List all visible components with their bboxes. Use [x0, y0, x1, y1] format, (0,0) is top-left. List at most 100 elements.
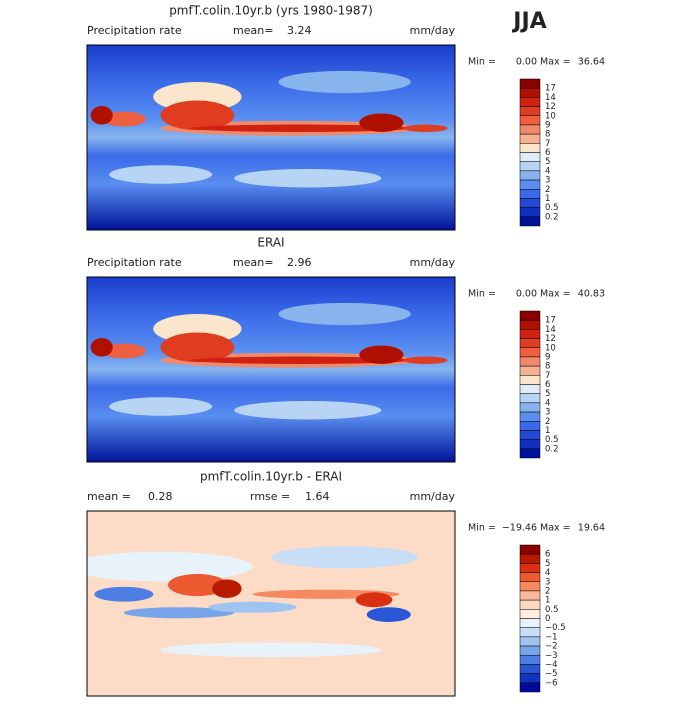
colorbar-label: 17 — [545, 84, 556, 94]
colorbar-box — [519, 448, 541, 459]
colorbar-box — [519, 319, 541, 330]
colorbar-box — [519, 618, 541, 628]
colorbar-box — [519, 645, 541, 656]
map-feature — [167, 573, 227, 597]
panel-title: pmfT.colin.10yr.b - ERAI — [200, 470, 342, 484]
colorbar-box — [519, 609, 541, 619]
colorbar-box — [519, 365, 541, 376]
colorbar-label: −6 — [545, 678, 558, 688]
map-feature — [403, 356, 448, 364]
colorbar-box — [519, 544, 541, 555]
rmse-label: rmse = — [250, 490, 290, 503]
colorbar-box — [519, 356, 541, 367]
colorbar-label: 2 — [545, 586, 550, 596]
max-value: 36.64 — [578, 57, 605, 68]
map — [87, 511, 455, 696]
colorbar-label: 0.2 — [545, 444, 559, 454]
colorbar-box — [519, 170, 541, 181]
colorbar-box — [519, 347, 541, 358]
map-feature — [190, 356, 411, 364]
colorbar-label: 6 — [545, 148, 550, 158]
map-background — [87, 277, 455, 462]
min-label: Min = — [468, 57, 496, 68]
mean-value: 2.96 — [287, 256, 312, 269]
colorbar-box — [519, 421, 541, 431]
colorbar-label: −5 — [545, 669, 558, 679]
map-feature — [359, 113, 404, 132]
colorbar-box — [519, 179, 541, 190]
colorbar-label: 5 — [545, 559, 550, 569]
map-feature — [101, 111, 146, 127]
variable-label: Precipitation rate — [87, 256, 182, 269]
colorbar-label: 5 — [545, 389, 550, 399]
map-frame — [86, 510, 456, 697]
min-label: Min = — [468, 523, 496, 534]
colorbar-box — [519, 115, 541, 126]
colorbar-label: 2 — [545, 417, 550, 427]
min-value: 0.00 — [516, 57, 537, 68]
colorbar-box — [519, 87, 541, 98]
colorbar-box — [519, 673, 541, 684]
mean-value: 3.24 — [287, 24, 312, 37]
map-feature — [87, 551, 253, 582]
colorbar-box — [519, 590, 541, 601]
colorbar-label: 6 — [545, 550, 550, 560]
colorbar-label: 12 — [545, 102, 556, 112]
map-feature — [271, 546, 419, 569]
colorbar-box — [519, 384, 541, 394]
min-value: −19.46 — [502, 523, 537, 534]
map-feature — [208, 601, 297, 613]
season-title: JJA — [511, 9, 546, 34]
map-feature — [90, 338, 113, 357]
colorbar-box — [519, 106, 541, 116]
map-feature — [101, 343, 146, 359]
map-frame — [86, 276, 456, 463]
colorbar-box — [519, 581, 541, 592]
colorbar-box — [519, 393, 541, 404]
colorbar-box — [519, 655, 541, 665]
colorbar-label: 3 — [545, 176, 550, 186]
colorbar-box — [519, 439, 541, 450]
colorbar-label: 7 — [545, 139, 550, 149]
max-label: Max = — [540, 523, 571, 534]
map-feature — [190, 124, 411, 132]
map-feature — [403, 124, 448, 132]
colorbar-box — [519, 664, 541, 674]
colorbar-box — [519, 553, 541, 564]
map-feature — [355, 592, 393, 608]
colorbar-box — [519, 563, 541, 573]
map — [87, 45, 455, 230]
colorbar-label: −2 — [545, 642, 558, 652]
colorbar-label: 10 — [545, 111, 556, 121]
max-label: Max = — [540, 57, 571, 68]
map-feature — [160, 642, 382, 658]
map-feature — [359, 345, 404, 364]
units: mm/day — [410, 256, 456, 269]
max-label: Max = — [540, 289, 571, 300]
map-feature — [278, 302, 411, 326]
colorbar-box — [519, 198, 541, 208]
colorbar-label: 10 — [545, 343, 556, 353]
map-feature — [234, 168, 382, 188]
units: mm/day — [410, 490, 456, 503]
colorbar-label: 17 — [545, 316, 556, 326]
map-frame — [86, 44, 456, 231]
max-value: 40.83 — [578, 289, 605, 300]
map-feature — [160, 332, 235, 363]
map-feature — [90, 106, 113, 125]
colorbar-box — [519, 152, 541, 162]
colorbar-box — [519, 124, 541, 135]
colorbar-label: 1 — [545, 596, 550, 606]
mean-value: 0.28 — [148, 490, 173, 503]
colorbar-label: 8 — [545, 130, 550, 140]
colorbar-box — [519, 189, 541, 199]
colorbar-label: −3 — [545, 651, 558, 661]
colorbar-box — [519, 375, 541, 385]
colorbar-box — [519, 310, 541, 321]
colorbar-box — [519, 97, 541, 107]
panel-title: pmfT.colin.10yr.b (yrs 1980-1987) — [169, 4, 373, 18]
map-feature — [94, 586, 154, 602]
variable-label: Precipitation rate — [87, 24, 182, 37]
colorbar-box — [519, 572, 541, 582]
map-feature — [109, 165, 213, 184]
